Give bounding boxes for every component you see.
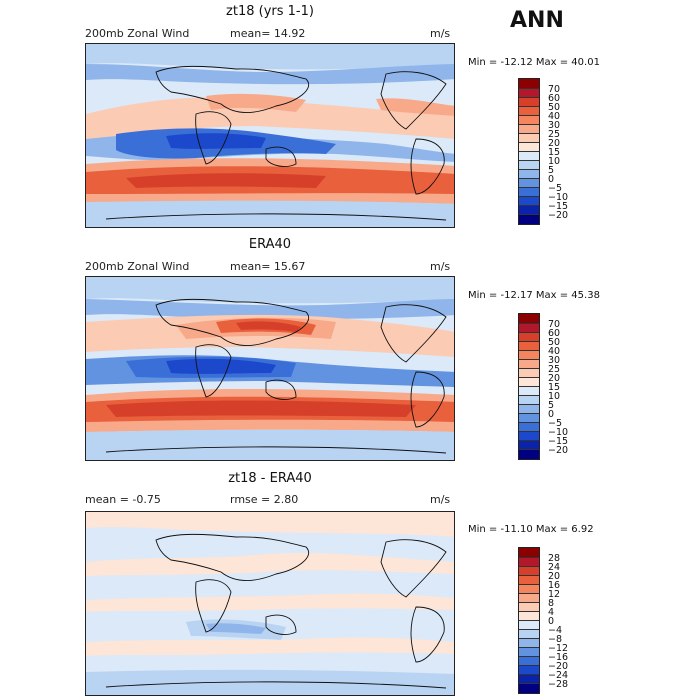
cb2-label: −15 bbox=[548, 436, 569, 447]
cb3-label: −24 bbox=[548, 670, 569, 681]
panel1-map bbox=[85, 43, 455, 228]
cb2-label: −10 bbox=[548, 427, 569, 438]
cb2-label: −5 bbox=[548, 418, 563, 429]
cb3-label: 16 bbox=[548, 580, 561, 591]
cb3-label: 24 bbox=[548, 562, 561, 573]
cb3-label: −8 bbox=[548, 634, 563, 645]
panel3-map bbox=[85, 511, 455, 696]
cb3-label: 8 bbox=[548, 598, 555, 609]
panel2-minmax: Min = -12.17 Max = 45.38 bbox=[468, 290, 600, 301]
cb1-label: 60 bbox=[548, 93, 561, 104]
cb2-label: 70 bbox=[548, 319, 561, 330]
cb2-label: 20 bbox=[548, 373, 561, 384]
cb1-label: 15 bbox=[548, 147, 561, 158]
panel3-minmax: Min = -11.10 Max = 6.92 bbox=[468, 524, 594, 535]
cb3-label: −28 bbox=[548, 679, 569, 690]
cb1-label: 70 bbox=[548, 84, 561, 95]
panel2-field: 200mb Zonal Wind bbox=[85, 260, 190, 273]
season-label: ANN bbox=[510, 8, 564, 33]
cb2-label: 30 bbox=[548, 355, 561, 366]
map-era40 bbox=[86, 277, 454, 460]
cb2-label: −20 bbox=[548, 445, 569, 456]
cb1-label: −5 bbox=[548, 183, 563, 194]
panel1-title: zt18 (yrs 1-1) bbox=[226, 4, 314, 19]
cb3-label: 4 bbox=[548, 607, 555, 618]
cb3-label: 0 bbox=[548, 616, 555, 627]
cb3-label: −16 bbox=[548, 652, 569, 663]
cb2-label: 40 bbox=[548, 346, 561, 357]
colorbar-panel1 bbox=[518, 78, 540, 225]
cb2-label: 50 bbox=[548, 337, 561, 348]
cb2-label: 5 bbox=[548, 400, 555, 411]
cb1-label: 40 bbox=[548, 111, 561, 122]
cb3-label: 12 bbox=[548, 589, 561, 600]
cb1-label: 50 bbox=[548, 102, 561, 113]
cb1-label: −15 bbox=[548, 201, 569, 212]
cb3-label: −12 bbox=[548, 643, 569, 654]
panel2-units: m/s bbox=[430, 260, 451, 273]
map-model bbox=[86, 44, 454, 227]
cb3-label: −20 bbox=[548, 661, 569, 672]
map-difference bbox=[86, 512, 454, 695]
panel2-map bbox=[85, 276, 455, 461]
colorbar-panel2 bbox=[518, 313, 540, 460]
cb3-label: 28 bbox=[548, 553, 561, 564]
cb2-label: 15 bbox=[548, 382, 561, 393]
panel2-title: ERA40 bbox=[248, 237, 292, 252]
colorbar-panel2-labels: 70 60 50 40 30 25 20 15 10 5 0 −5 −10 −15 −20 bbox=[548, 319, 569, 456]
panel3-mean: mean = -0.75 bbox=[85, 493, 161, 506]
cb3-label: −4 bbox=[548, 625, 563, 636]
cb1-label: 0 bbox=[548, 174, 555, 185]
cb1-label: 25 bbox=[548, 129, 561, 140]
cb2-label: 25 bbox=[548, 364, 561, 375]
colorbar-panel3 bbox=[518, 547, 540, 694]
cb1-label: −10 bbox=[548, 192, 569, 203]
panel3-title: zt18 - ERA40 bbox=[228, 471, 312, 486]
panel3-units: m/s bbox=[430, 493, 451, 506]
cb1-label: 30 bbox=[548, 120, 561, 131]
panel2-mean: mean= 15.67 bbox=[230, 260, 306, 273]
cb1-label: −20 bbox=[548, 210, 569, 221]
cb3-label: 20 bbox=[548, 571, 561, 582]
cb1-label: 5 bbox=[548, 165, 555, 176]
cb1-label: 10 bbox=[548, 156, 561, 167]
panel1-field: 200mb Zonal Wind bbox=[85, 27, 190, 40]
panel1-mean: mean= 14.92 bbox=[230, 27, 306, 40]
colorbar-panel1-labels: 70 60 50 40 30 25 20 15 10 5 0 −5 −10 −15 −20 bbox=[548, 84, 569, 221]
cb2-label: 0 bbox=[548, 409, 555, 420]
cb1-label: 20 bbox=[548, 138, 561, 149]
colorbar-panel3-labels: 28 24 20 16 12 8 4 0 −4 −8 −12 −16 −20 −24 −28 bbox=[548, 553, 569, 690]
panel1-units: m/s bbox=[430, 27, 451, 40]
cb2-label: 10 bbox=[548, 391, 561, 402]
panel1-minmax: Min = -12.12 Max = 40.01 bbox=[468, 57, 600, 68]
cb2-label: 60 bbox=[548, 328, 561, 339]
panel3-rmse: rmse = 2.80 bbox=[230, 493, 299, 506]
